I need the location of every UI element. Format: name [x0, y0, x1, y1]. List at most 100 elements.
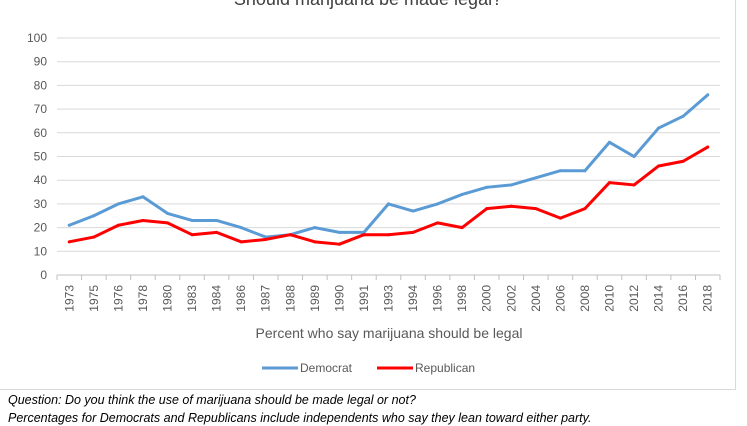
- democrat-data-point: [67, 223, 71, 227]
- x-tick-label: 1973: [62, 285, 76, 312]
- republican-data-point: [657, 164, 661, 168]
- x-tick-label: 1975: [87, 285, 101, 312]
- republican-data-point: [288, 233, 292, 237]
- republican-data-point: [558, 216, 562, 220]
- x-tick-label: 2008: [578, 285, 592, 312]
- x-tick-label: 1984: [210, 285, 224, 312]
- y-axis-ticks: 0 10 20 30 40 50 60 70 80 90 100: [27, 31, 47, 282]
- x-tick-label: 1996: [431, 285, 445, 312]
- x-tick-label: 2000: [480, 285, 494, 312]
- democrat-data-point: [608, 140, 611, 144]
- x-tick-label: 1987: [259, 285, 273, 312]
- legend-label-democrat: Democrat: [300, 361, 353, 375]
- x-tick-label: 2018: [701, 285, 715, 312]
- x-tick-label: 2002: [504, 285, 518, 312]
- x-tick-label: 1976: [111, 285, 125, 312]
- y-tick-label: 80: [34, 78, 48, 92]
- democrat-data-point: [313, 226, 317, 230]
- republican-data-point: [337, 242, 341, 246]
- republican-data-point: [460, 226, 464, 230]
- democrat-data-point: [509, 183, 513, 187]
- republican-data-point: [215, 230, 219, 234]
- republican-data-point: [534, 207, 538, 211]
- chart-title: Should marijuana be made legal?: [234, 0, 502, 9]
- republican-data-point: [608, 181, 611, 185]
- democrat-data-point: [436, 202, 440, 206]
- y-tick-label: 50: [34, 150, 48, 164]
- democrat-data-point: [166, 211, 169, 215]
- x-tick-label: 2012: [627, 285, 641, 312]
- democrat-data-point: [534, 176, 538, 180]
- democrat-data-point: [706, 93, 710, 97]
- question-note: Question: Do you think the use of mariju…: [8, 393, 416, 407]
- republican-data-point: [362, 233, 366, 237]
- y-tick-label: 70: [34, 102, 48, 116]
- x-tick-label: 1980: [161, 285, 175, 312]
- republican-data-point: [116, 223, 120, 227]
- x-tick-label: 1983: [185, 285, 199, 312]
- democrat-data-point: [632, 155, 636, 158]
- republican-data-point: [632, 183, 636, 187]
- democrat-data-point: [657, 126, 661, 130]
- x-tick-label: 1990: [332, 285, 346, 312]
- y-tick-label: 20: [34, 221, 48, 235]
- x-tick-label: 2004: [529, 285, 543, 312]
- democrat-data-point: [681, 114, 685, 118]
- legend-label-republican: Republican: [415, 361, 475, 375]
- x-tick-label: 2016: [676, 285, 690, 312]
- x-tick-label: 1998: [455, 285, 469, 312]
- democrat-data-point: [558, 169, 562, 173]
- republican-data-point: [239, 240, 243, 244]
- republican-data-point: [141, 218, 145, 222]
- y-tick-label: 100: [27, 31, 47, 45]
- democrat-data-point: [190, 218, 194, 222]
- x-tick-label: 1994: [406, 285, 420, 312]
- democrat-data-point: [92, 214, 96, 218]
- democrat-data-point: [362, 230, 366, 234]
- democrat-data-point: [387, 202, 390, 206]
- republican-data-point: [583, 207, 587, 211]
- x-tick-label: 1978: [136, 285, 150, 312]
- x-axis-ticks: 1973 1975 1976 1978 1980 1983 1984 1986 1987 1988…: [56, 275, 721, 312]
- republican-data-point: [485, 207, 489, 211]
- republican-data-point: [436, 221, 440, 225]
- line-chart: Should marijuana be made legal? 0 10 20 30 4…: [27, 0, 721, 375]
- x-axis-label: Percent who say marijuana should be lega…: [256, 325, 523, 341]
- republican-data-point: [190, 233, 194, 237]
- x-tick-label: 1988: [283, 285, 297, 312]
- republican-data-point: [264, 237, 268, 241]
- y-tick-label: 90: [34, 55, 48, 69]
- democrat-data-point: [583, 169, 587, 173]
- chart-frame: Should marijuana be made legal? 0 10 20 30 4…: [0, 0, 736, 390]
- definition-note: Percentages for Democrats and Republican…: [8, 411, 592, 425]
- republican-data-point: [166, 221, 169, 225]
- x-tick-label: 1991: [357, 285, 371, 312]
- x-tick-label: 1989: [308, 285, 322, 312]
- democrat-data-point: [116, 202, 120, 206]
- x-tick-label: 2010: [603, 285, 617, 312]
- y-tick-label: 0: [40, 268, 47, 282]
- series-lines: [67, 93, 710, 246]
- republican-data-point: [706, 145, 710, 149]
- republican-series-line: [67, 145, 710, 246]
- y-tick-label: 30: [34, 197, 48, 211]
- x-tick-label: 1993: [382, 285, 396, 312]
- x-tick-label: 2006: [553, 285, 567, 312]
- republican-data-point: [92, 235, 96, 239]
- democrat-data-point: [460, 192, 464, 196]
- y-tick-label: 40: [34, 173, 48, 187]
- republican-data-point: [387, 233, 390, 237]
- x-tick-label: 1986: [234, 285, 248, 312]
- democrat-data-point: [337, 230, 341, 234]
- democrat-series-line: [67, 93, 710, 239]
- republican-data-point: [313, 240, 317, 244]
- democrat-data-point: [239, 226, 243, 230]
- democrat-data-point: [411, 209, 415, 213]
- gridlines: [57, 37, 720, 276]
- democrat-data-point: [141, 195, 145, 199]
- republican-data-point: [411, 230, 415, 234]
- democrat-data-point: [215, 218, 219, 222]
- x-tick-label: 2014: [652, 285, 666, 312]
- democrat-data-point: [485, 185, 489, 189]
- legend: Democrat Republican: [262, 361, 475, 375]
